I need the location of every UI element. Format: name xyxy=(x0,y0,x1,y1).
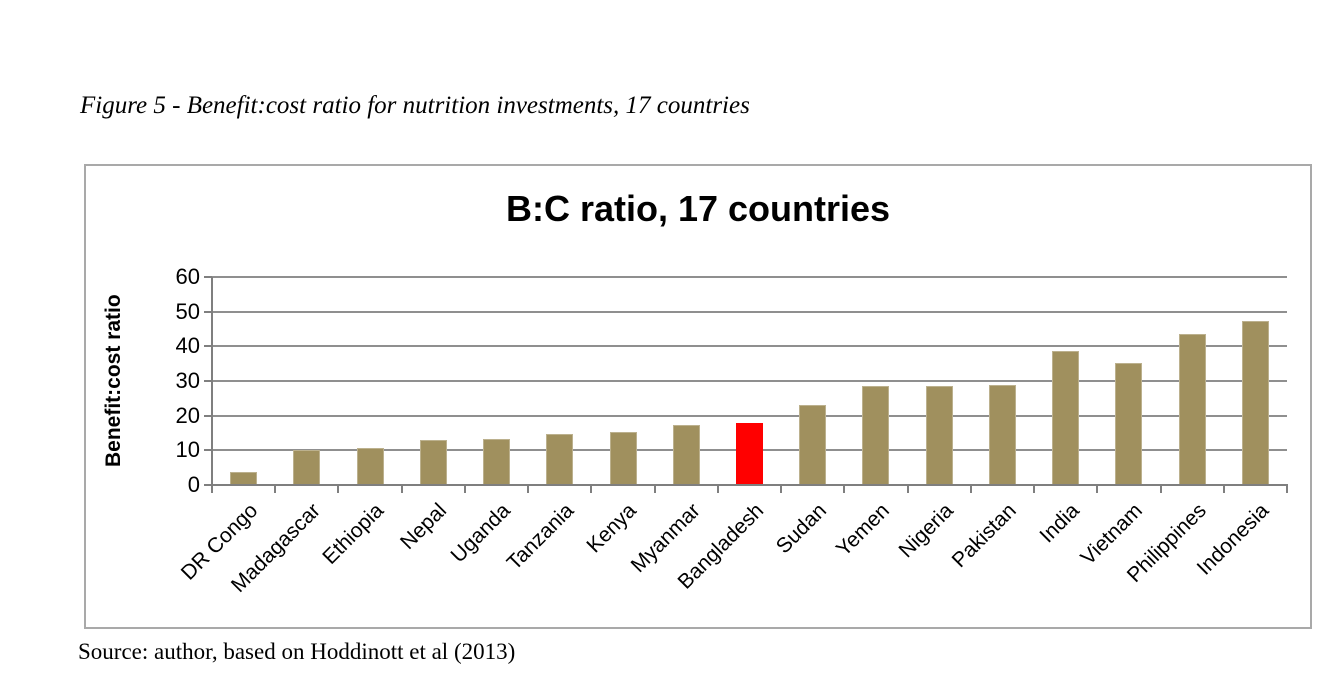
x-label-pakistan: Pakistan xyxy=(947,499,1021,573)
x-axis-tick-11 xyxy=(906,486,909,493)
chart-title: B:C ratio, 17 countries xyxy=(505,188,891,229)
y-tick-label-0: 0 xyxy=(187,472,200,497)
x-axis-tick-14 xyxy=(1096,486,1099,493)
y-tick-label-60: 60 xyxy=(175,264,200,289)
y-tick-label-40: 40 xyxy=(175,333,200,359)
source-note: Source: author, based on Hoddinott et al… xyxy=(78,639,516,664)
y-axis-title: Benefit:cost ratio xyxy=(102,294,125,468)
bar-sudan xyxy=(799,405,827,485)
bar-dr-congo xyxy=(230,471,258,485)
y-axis-tick-40 xyxy=(204,345,212,348)
y-axis-tick-10 xyxy=(204,449,212,452)
bar-nepal xyxy=(419,439,447,485)
x-label-ethiopia: Ethiopia xyxy=(318,499,389,569)
x-axis-tick-4 xyxy=(463,486,466,493)
x-axis-tick-6 xyxy=(590,486,593,493)
bar-uganda xyxy=(483,439,511,485)
y-axis-tick-20 xyxy=(204,414,212,417)
y-axis-tick-0 xyxy=(204,484,212,486)
y-axis-tick-30 xyxy=(204,380,212,382)
x-label-kenya: Kenya xyxy=(582,499,642,558)
gridline-60 xyxy=(212,276,1287,278)
bar-india xyxy=(1052,351,1080,485)
gridline-40 xyxy=(212,345,1287,348)
bar-nigeria xyxy=(925,386,953,485)
y-axis-tick-60 xyxy=(204,276,212,278)
x-label-india: India xyxy=(1035,499,1084,548)
bar-indonesia xyxy=(1241,321,1269,485)
x-axis-tick-13 xyxy=(1033,486,1036,493)
x-axis-tick-10 xyxy=(843,486,846,493)
x-axis-tick-0 xyxy=(211,486,213,493)
x-axis-tick-7 xyxy=(653,486,656,493)
bar-yemen xyxy=(862,385,890,485)
y-axis-tick-50 xyxy=(204,310,212,313)
x-axis-line xyxy=(211,484,1288,486)
bar-myanmar xyxy=(672,425,700,485)
x-axis-tick-5 xyxy=(527,486,530,493)
x-label-nepal: Nepal xyxy=(396,499,452,555)
bar-bangladesh xyxy=(736,423,763,485)
x-axis-tick-2 xyxy=(337,486,340,493)
x-label-yemen: Yemen xyxy=(832,499,895,561)
x-axis-tick-12 xyxy=(969,486,972,493)
gridline-30 xyxy=(212,380,1287,382)
x-axis-tick-16 xyxy=(1222,486,1225,493)
bar-philippines xyxy=(1178,334,1206,485)
x-label-tanzania: Tanzania xyxy=(502,499,579,575)
plot-area: 0 10 20 30 40 50 60 DR Congo Madagascar Ethiopia N… xyxy=(176,264,1288,597)
bar-ethiopia xyxy=(356,447,384,485)
x-label-sudan: Sudan xyxy=(771,499,832,559)
x-axis-tick-9 xyxy=(780,486,783,493)
bar-kenya xyxy=(609,432,637,485)
y-tick-label-50: 50 xyxy=(175,298,200,324)
x-axis-tick-3 xyxy=(400,486,403,493)
y-tick-label-20: 20 xyxy=(175,402,200,428)
chart-frame: B:C ratio, 17 countries Benefit:cost rat… xyxy=(84,164,1312,629)
gridline-50 xyxy=(212,310,1287,313)
x-axis-tick-15 xyxy=(1159,486,1162,493)
x-axis-tick-8 xyxy=(716,486,719,493)
y-axis-line xyxy=(211,277,213,487)
figure-caption: Figure 5 - Benefit:cost ratio for nutrit… xyxy=(80,92,750,119)
bar-vietnam xyxy=(1115,362,1143,485)
y-tick-label-10: 10 xyxy=(175,437,200,463)
bar-tanzania xyxy=(546,433,574,485)
bar-madagascar xyxy=(293,450,321,485)
x-axis-tick-17 xyxy=(1286,486,1288,493)
bar-pakistan xyxy=(988,384,1016,485)
y-tick-label-30: 30 xyxy=(175,368,200,393)
x-axis-tick-1 xyxy=(274,486,277,493)
gridline-20 xyxy=(212,414,1287,417)
